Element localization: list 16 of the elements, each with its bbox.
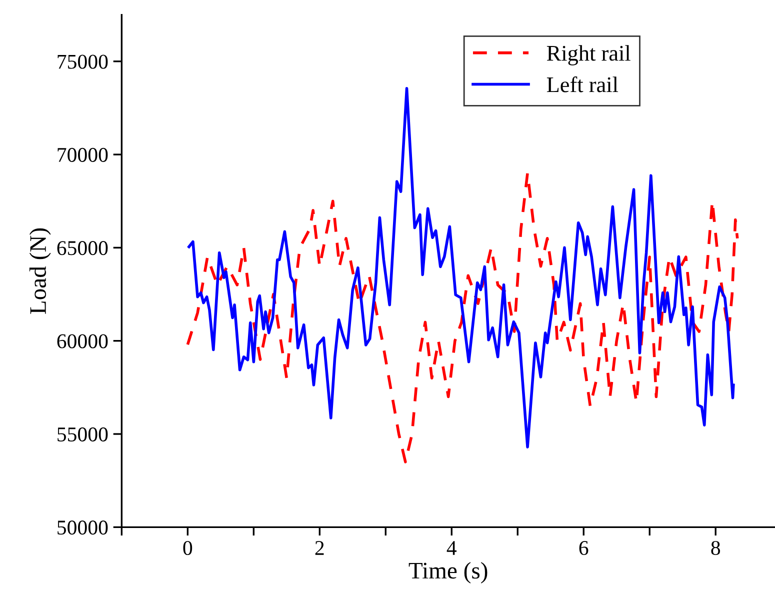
y-tick-label: 50000 [58,520,108,535]
y-tick-label: 60000 [57,334,108,348]
legend-label: Left rail [546,76,618,92]
x-axis-title: Time (s) [408,562,488,584]
x-tick-label: 2 [315,541,324,555]
x-tick-label: 6 [579,541,588,556]
x-tick-label: 8 [711,540,720,556]
y-tick-label: 55000 [58,427,108,442]
y-axis-title: Load (N) [29,228,51,314]
y-tick-label: 75000 [58,54,108,69]
x-tick-label: 0 [183,540,192,556]
legend-label: Right rail [546,45,630,66]
line-series [186,172,739,464]
y-tick-label: 65000 [57,241,108,256]
x-tick-label: 4 [446,541,457,555]
y-tick-label: 70000 [58,148,108,162]
